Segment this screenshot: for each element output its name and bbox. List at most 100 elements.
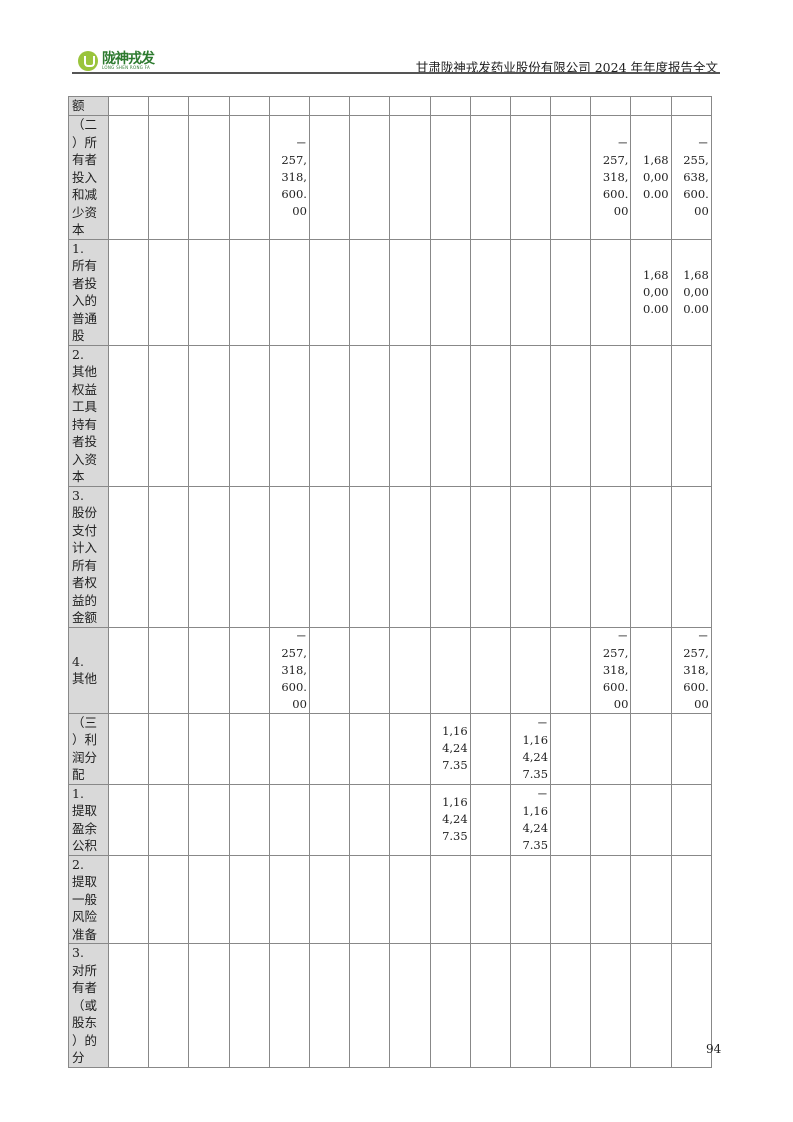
table-row: 3. 对所 有者 （或 股东 ）的分 — [68, 943, 712, 1068]
table-cell: － 257, 318, 600. 00 — [268, 115, 310, 240]
table-cell — [550, 943, 592, 1068]
table-cell — [429, 96, 471, 116]
table-cell — [429, 115, 471, 240]
table-cell — [389, 344, 431, 487]
table-cell — [107, 344, 150, 487]
table-cell — [107, 854, 150, 944]
table-cell: 1,68 0,00 0.00 — [670, 238, 712, 346]
table-cell — [188, 485, 230, 628]
table-cell: 1,16 4,24 7.35 — [429, 783, 471, 856]
table-cell — [308, 344, 351, 487]
table-cell — [148, 238, 190, 346]
table-cell — [188, 712, 230, 785]
company-logo: 陇神戎发 LONG SHEN RONG FA — [78, 51, 155, 71]
table-cell — [670, 783, 712, 856]
table-cell — [550, 485, 592, 628]
table-cell — [308, 943, 351, 1068]
table-cell — [469, 115, 511, 240]
row-label: 4. 其他 — [68, 626, 109, 714]
row-label: 3. 对所 有者 （或 股东 ）的分 — [68, 943, 109, 1068]
table-cell — [469, 712, 511, 785]
table-cell — [188, 344, 230, 487]
equity-changes-table: 额（二 ）所 有者 投入 和减 少资本 － 257, 318, 600. 00 － 257, 318, 60… — [68, 96, 712, 1068]
table-cell — [670, 485, 712, 628]
table-cell — [107, 238, 150, 346]
table-cell — [349, 96, 391, 116]
table-cell — [228, 115, 270, 240]
table-cell — [188, 854, 230, 944]
table-cell — [630, 943, 672, 1068]
table-cell — [429, 238, 471, 346]
table-cell — [630, 783, 672, 856]
table-cell — [148, 783, 190, 856]
table-cell — [107, 115, 150, 240]
table-cell — [389, 712, 431, 785]
table-cell — [349, 712, 391, 785]
logo-text-cn: 陇神戎发 — [102, 51, 155, 67]
table-cell — [268, 943, 310, 1068]
table-cell — [228, 783, 270, 856]
table-cell — [308, 626, 351, 714]
table-cell — [308, 783, 351, 856]
table-cell — [389, 783, 431, 856]
table-cell — [429, 943, 471, 1068]
table-cell — [268, 485, 310, 628]
table-cell — [590, 783, 632, 856]
table-cell — [349, 485, 391, 628]
table-cell: － 257, 318, 600. 00 — [590, 626, 632, 714]
header-divider — [72, 72, 720, 74]
table-cell — [469, 96, 511, 116]
table-cell — [550, 115, 592, 240]
table-cell — [349, 854, 391, 944]
row-label: 2. 提取 一般 风险 准备 — [68, 854, 109, 944]
table-cell — [630, 854, 672, 944]
table-cell — [590, 96, 632, 116]
table-row: 1. 所有 者投 入的 普通股 1,68 0,00 0.00 1,68 0,00 0.00 — [68, 238, 712, 346]
table-cell — [670, 943, 712, 1068]
table-cell — [429, 344, 471, 487]
table-cell — [630, 344, 672, 487]
table-cell — [228, 485, 270, 628]
table-cell — [148, 943, 190, 1068]
table-cell — [590, 854, 632, 944]
table-row: （三 ）利 润分配 1,16 4,24 7.35 － 1,16 4,24 7.35 — [68, 712, 712, 785]
table-cell — [389, 238, 431, 346]
table-cell — [590, 943, 632, 1068]
table-cell — [188, 238, 230, 346]
table-cell — [228, 626, 270, 714]
table-cell — [349, 626, 391, 714]
table-cell — [349, 783, 391, 856]
table-cell — [107, 943, 150, 1068]
table-cell — [228, 712, 270, 785]
table-cell: － 257, 318, 600. 00 — [268, 626, 310, 714]
table-cell — [188, 783, 230, 856]
table-cell — [429, 626, 471, 714]
table-cell — [308, 96, 351, 116]
table-cell — [268, 712, 310, 785]
table-cell — [550, 626, 592, 714]
table-cell — [429, 854, 471, 944]
table-cell — [509, 115, 552, 240]
row-label: （三 ）利 润分配 — [68, 712, 109, 785]
table-cell — [188, 115, 230, 240]
table-cell — [469, 626, 511, 714]
logo-text-en: LONG SHEN RONG FA — [102, 65, 150, 70]
table-cell — [148, 626, 190, 714]
table-cell — [630, 626, 672, 714]
table-cell — [148, 115, 190, 240]
row-label: （二 ）所 有者 投入 和减 少资本 — [68, 115, 109, 240]
table-cell — [550, 344, 592, 487]
table-cell — [268, 344, 310, 487]
table-cell — [389, 626, 431, 714]
table-cell — [550, 712, 592, 785]
row-label: 2. 其他 权益 工具 持有 者投 入资本 — [68, 344, 109, 487]
table-cell — [509, 344, 552, 487]
table-cell — [107, 712, 150, 785]
table-row: 1. 提取 盈余 公积 1,16 4,24 7.35 － 1,16 4,24 7.35 — [68, 783, 712, 856]
table-cell — [188, 96, 230, 116]
table-cell — [389, 943, 431, 1068]
table-cell — [268, 783, 310, 856]
table-cell — [188, 626, 230, 714]
table-cell — [228, 344, 270, 487]
